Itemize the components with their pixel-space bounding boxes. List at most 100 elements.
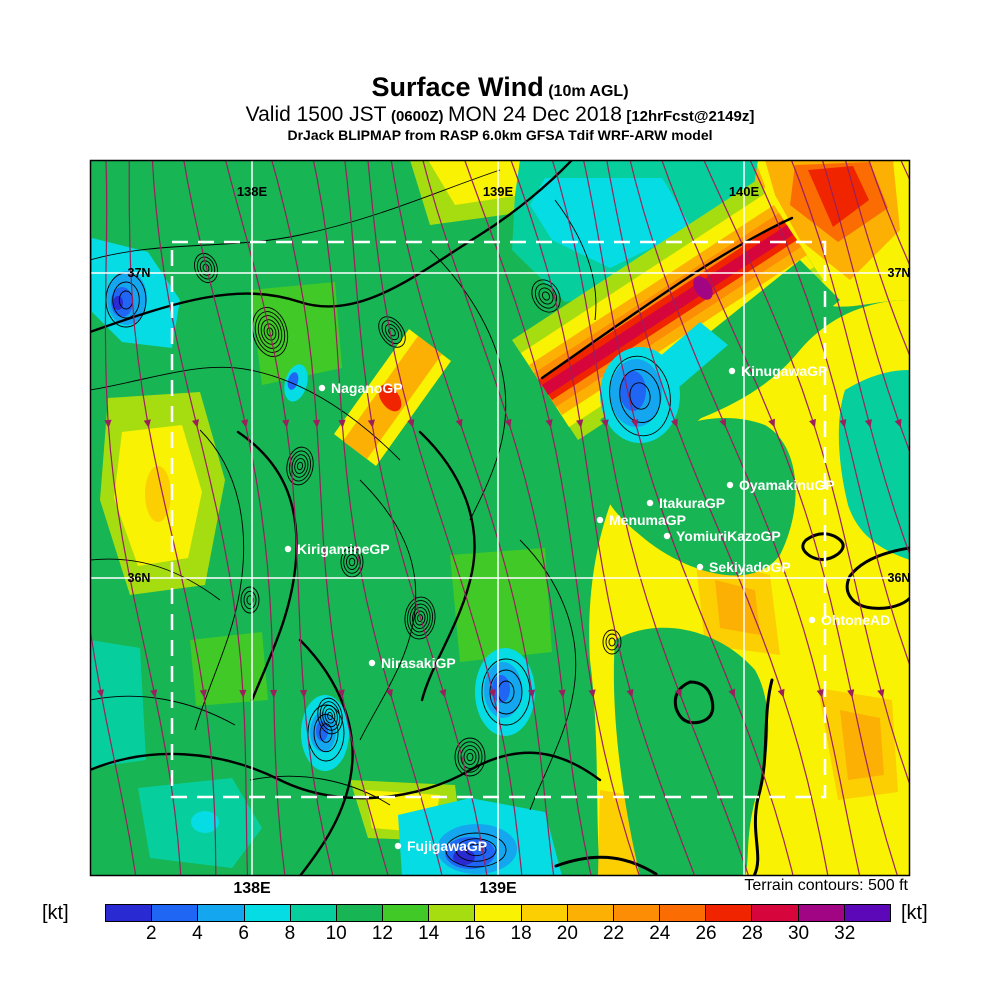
colorbar-segment bbox=[660, 905, 707, 921]
streamline-arrow-icon bbox=[0, 690, 6, 698]
streamline bbox=[464, 161, 640, 875]
title-agl-note: (10m AGL) bbox=[548, 83, 629, 100]
wind-streamlines bbox=[0, 150, 1000, 900]
colorbar-tick: 26 bbox=[695, 923, 717, 944]
streamline-arrow-icon bbox=[240, 419, 249, 428]
contour-ring bbox=[629, 382, 651, 410]
streamline-arrow-icon bbox=[104, 419, 112, 428]
contour-ring bbox=[417, 614, 423, 622]
site-label: OyamakinuGP bbox=[739, 477, 835, 493]
site-label: OhtoneAD bbox=[821, 612, 890, 628]
streamline bbox=[938, 150, 1000, 900]
streamline bbox=[225, 161, 334, 875]
colorbar-tick: 28 bbox=[741, 923, 763, 944]
colorbar-segment bbox=[521, 905, 568, 921]
streamline bbox=[900, 161, 909, 180]
streamline-arrow-icon bbox=[576, 419, 584, 428]
contour-ring bbox=[534, 283, 558, 309]
contour-ring bbox=[538, 287, 554, 305]
site-label: ItakuraGP bbox=[659, 495, 725, 511]
contour-ring bbox=[619, 369, 661, 423]
contour-ring bbox=[348, 557, 356, 567]
contour-ring bbox=[346, 554, 358, 570]
streamline-arrow-icon bbox=[407, 419, 415, 428]
streamline bbox=[271, 161, 389, 875]
colorbar-tick: 20 bbox=[556, 923, 578, 944]
streamline-arrow-icon bbox=[864, 419, 872, 428]
contour-ring bbox=[412, 607, 428, 629]
contour-ring bbox=[194, 252, 218, 284]
page-title: Surface Wind (10m AGL) bbox=[0, 72, 1000, 103]
colorbar-segment bbox=[706, 905, 753, 921]
contour-ring bbox=[409, 603, 431, 633]
contour-ring bbox=[445, 832, 507, 868]
map-border bbox=[89, 159, 911, 877]
colorbar-segment bbox=[844, 905, 890, 921]
streamline-arrow-icon bbox=[96, 689, 104, 698]
site-label: KinugawaGP bbox=[741, 363, 827, 379]
streamline-arrow-icon bbox=[894, 418, 902, 428]
colorbar-tick: 18 bbox=[510, 923, 532, 944]
site-dot bbox=[726, 481, 734, 489]
contour-ring bbox=[407, 600, 433, 636]
site-dot bbox=[663, 532, 671, 540]
contour-ring bbox=[404, 596, 436, 640]
latitude-label-right: 37N bbox=[888, 266, 911, 280]
valid-zulu: (0600Z) bbox=[390, 108, 444, 126]
streamline-arrow-icon bbox=[675, 688, 682, 698]
contour-ring bbox=[609, 355, 671, 437]
contour-ring bbox=[291, 454, 309, 478]
streamline-arrow-icon bbox=[22, 690, 29, 698]
streamline-arrow-icon bbox=[777, 688, 785, 698]
title-text: Surface Wind bbox=[371, 72, 544, 102]
contour-ring bbox=[327, 711, 333, 721]
site-dot bbox=[318, 384, 326, 392]
contour-ring bbox=[608, 637, 616, 647]
contour-ring bbox=[313, 713, 339, 753]
latitude-label-left: 37N bbox=[128, 266, 151, 280]
contour-ring bbox=[465, 843, 487, 857]
valid-line: Valid 1500 JST (0600Z) MON 24 Dec 2018 [… bbox=[0, 103, 1000, 127]
streamline bbox=[749, 161, 909, 665]
streamline-arrow-icon bbox=[367, 419, 375, 428]
header: Surface Wind (10m AGL) Valid 1500 JST (0… bbox=[0, 72, 1000, 143]
terrain-contour-lines bbox=[91, 161, 794, 875]
streamline-arrow-icon bbox=[270, 689, 278, 698]
site-label: NirasakiGP bbox=[381, 655, 456, 671]
contour-ring bbox=[602, 629, 622, 655]
streamline bbox=[583, 161, 794, 875]
contour-ring bbox=[296, 461, 304, 471]
site-dot bbox=[284, 545, 292, 553]
streamline-arrow-icon bbox=[312, 419, 321, 428]
streamline bbox=[312, 161, 443, 875]
colorbar-tick-labels: 2 4 6 8 10 12 14 16 18 20 22 24 26 28 30 32 bbox=[105, 923, 891, 947]
contour-ring bbox=[251, 307, 289, 357]
streamline-arrow-icon bbox=[964, 688, 974, 698]
streamline-arrow-icon bbox=[239, 689, 247, 698]
forecast-note: [12hrFcst@2149z] bbox=[626, 108, 755, 126]
streamline bbox=[703, 161, 909, 784]
colorbar-tick: 30 bbox=[787, 923, 810, 944]
streamline bbox=[552, 161, 749, 875]
streamline-arrow-icon bbox=[150, 689, 158, 698]
streamline-arrow-icon bbox=[983, 418, 993, 428]
contour-ring bbox=[455, 838, 497, 862]
colorbar-unit-left: [kt] bbox=[42, 902, 69, 924]
streamline-arrow-icon bbox=[728, 688, 736, 698]
colorbar-tick: 2 bbox=[145, 923, 157, 944]
contour-ring bbox=[463, 748, 477, 766]
colorbar-tick: 22 bbox=[603, 923, 625, 944]
streamline-arrow-icon bbox=[877, 689, 885, 698]
streamline bbox=[390, 161, 555, 875]
streamline-arrow-icon bbox=[558, 689, 566, 698]
streamline-arrow-icon bbox=[282, 419, 290, 428]
streamline-arrow-icon bbox=[51, 420, 58, 428]
colorbar-segment bbox=[198, 905, 245, 921]
streamline bbox=[128, 161, 217, 875]
colorbar-tick: 8 bbox=[284, 923, 296, 944]
latitude-label-left: 36N bbox=[128, 571, 151, 585]
contour-ring bbox=[254, 311, 286, 353]
colorbar-segment bbox=[244, 905, 291, 921]
streamline-arrow-icon bbox=[916, 689, 926, 699]
streamline-arrow-icon bbox=[455, 418, 463, 428]
